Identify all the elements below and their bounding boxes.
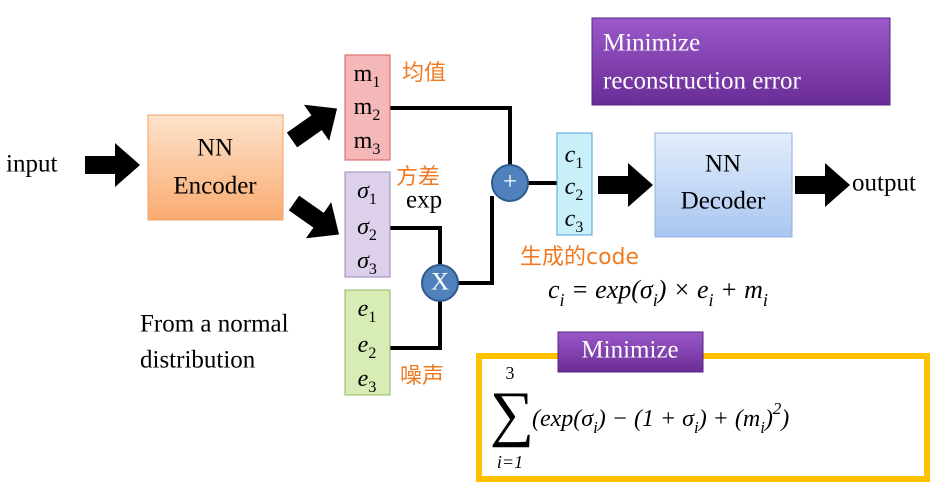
noise-source: From a normal [140,311,289,338]
arrow [598,163,653,207]
noise-box [344,289,391,396]
formula-sub: i [560,290,565,310]
item-index: 1 [369,191,377,208]
encoder-box [147,114,284,221]
mean-label: 均值 [402,61,446,86]
reconstruction-label: Minimize [603,30,700,57]
wire [390,106,512,166]
decoder-label: Decoder [681,188,766,215]
item-symbol: e [358,332,369,358]
item-symbol: m [354,61,373,87]
variance-box [344,171,391,278]
wire [390,301,442,350]
formula-part: c [548,275,560,304]
formula-sub: i [760,418,765,437]
formula-part: = exp(σ [565,275,654,304]
item-symbol: c [565,206,576,232]
item-symbol: e [358,296,369,322]
vector-item: c3 [565,206,584,237]
vector-item: e1 [358,296,377,327]
item-index: 2 [372,107,380,124]
output-label: output [852,170,916,197]
decoder-box [654,132,793,238]
formula-sub: i [694,418,699,437]
item-index: 2 [368,345,376,362]
formula-part: ) − (1 + σ [596,406,695,432]
sum-symbol: ∑ [490,380,534,448]
item-symbol: m [354,94,373,120]
wire [390,226,442,265]
mean-box [344,54,391,161]
regularizer-title: Minimize [581,337,678,364]
formula-part: ) × e [656,275,709,304]
code-label: 生成的code [520,245,639,270]
vector-item: m2 [354,94,381,125]
times-symbol: X [431,269,449,296]
noise-source: distribution [140,347,256,374]
formula-part: (exp(σ [532,406,594,432]
item-index: 2 [369,227,377,244]
formula: ci = exp(σi) × ei + mi [548,275,768,310]
plus-node [491,164,529,202]
item-index: 3 [372,141,380,158]
vector-item: σ3 [357,248,377,279]
encoder-label: Encoder [173,173,257,200]
encoder-label: NN [197,135,233,162]
sum-lower: i=1 [497,452,523,472]
formula-part: ) [779,406,789,432]
item-symbol: σ [357,214,370,240]
reconstruction-label: reconstruction error [603,68,802,95]
formula-part: ) + (m [697,406,761,432]
variance-label: 方差 [396,165,440,190]
formula-sub: i [653,290,658,310]
noise-label: 噪声 [400,364,444,389]
item-symbol: c [565,142,576,168]
formula-sup: 2 [773,399,782,418]
reconstruction-box [591,17,891,106]
item-index: 2 [575,187,583,204]
sum-upper: 3 [506,363,515,383]
exp-label: exp [406,187,442,214]
item-index: 3 [368,379,376,396]
item-symbol: c [565,174,576,200]
regularizer-title-box [557,331,704,373]
vector-item: m1 [354,61,381,92]
input-label: input [6,151,57,178]
vector-item: e3 [358,366,377,397]
vector-item: c2 [565,174,584,205]
formula-sub: i [763,290,768,310]
vector-item: e2 [358,332,377,363]
arrow [795,163,850,207]
item-symbol: e [358,366,369,392]
plus-symbol: + [503,169,517,196]
arrow [288,195,340,239]
wire [458,196,494,285]
item-index: 3 [369,261,377,278]
item-symbol: σ [357,248,370,274]
formula: (exp(σi) − (1 + σi) + (mi)2) [532,399,789,437]
arrow [286,104,338,148]
times-node [421,264,459,302]
decoder-label: NN [705,151,741,178]
vector-item: c1 [565,142,584,173]
item-symbol: m [354,128,373,154]
vector-item: σ1 [357,178,377,209]
formula-sub: i [709,290,714,310]
formula-part: ) [763,406,773,432]
formula-sub: i [593,418,598,437]
arrow [85,143,140,187]
item-index: 1 [575,155,583,172]
item-symbol: σ [357,178,370,204]
vector-item: m3 [354,128,381,159]
vector-item: σ2 [357,214,377,245]
code-box [556,132,593,236]
item-index: 1 [372,74,380,91]
formula-part: + m [714,275,763,304]
item-index: 3 [575,219,583,236]
item-index: 1 [368,309,376,326]
